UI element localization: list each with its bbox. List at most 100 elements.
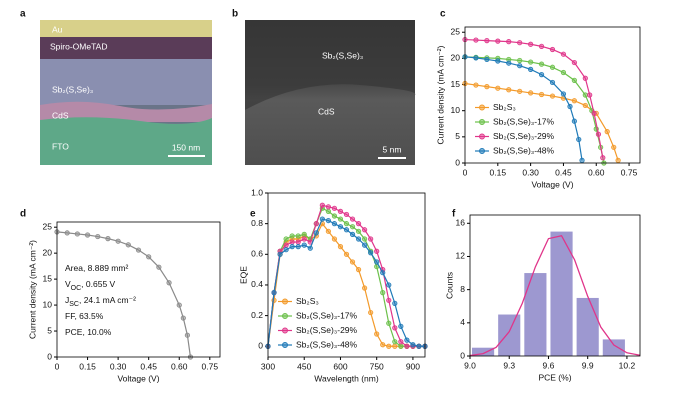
- layer-fto: [40, 117, 212, 165]
- x-tick-label: 0: [463, 167, 468, 177]
- bar: [498, 314, 521, 356]
- bar: [524, 273, 547, 356]
- y-tick-label: 0.6: [251, 249, 263, 259]
- x-tick-label: 0.45: [140, 361, 157, 371]
- y-tick-label: 0: [455, 157, 460, 167]
- x-tick-label: 450: [297, 361, 311, 371]
- annotation-run: FF, 63.5%: [65, 311, 104, 321]
- panel-label: b: [232, 9, 238, 20]
- point: [398, 323, 404, 329]
- point: [484, 37, 490, 44]
- point: [337, 224, 344, 230]
- point: [374, 259, 380, 265]
- scale-label: 5 nm: [383, 144, 402, 154]
- scale-label: 150 nm: [172, 142, 200, 152]
- point: [289, 244, 295, 250]
- panel-label: f: [452, 209, 456, 220]
- y-tick-label: 4: [460, 317, 465, 327]
- x-axis-label: Voltage (V): [531, 179, 573, 189]
- point: [495, 58, 501, 64]
- annotation-run: V: [65, 279, 71, 289]
- point: [571, 98, 577, 104]
- point: [374, 331, 380, 337]
- axes-frame: [267, 192, 426, 358]
- point: [289, 239, 295, 245]
- point: [604, 129, 610, 135]
- point: [386, 320, 392, 326]
- x-tick-label: 9.9: [582, 360, 594, 370]
- point: [295, 239, 301, 245]
- legend-marker: [479, 148, 485, 154]
- y-tick-label: 25: [43, 221, 53, 231]
- point: [560, 51, 567, 57]
- point: [410, 342, 416, 348]
- point: [392, 300, 398, 306]
- point: [325, 208, 331, 214]
- point: [337, 216, 344, 222]
- point: [84, 232, 91, 238]
- point: [528, 90, 534, 96]
- series-line: [464, 56, 605, 164]
- point: [349, 224, 356, 230]
- image-label: CdS: [318, 106, 335, 116]
- point: [331, 221, 338, 227]
- point: [538, 43, 545, 49]
- point: [538, 61, 545, 67]
- point: [337, 208, 344, 214]
- point: [283, 242, 289, 248]
- legend-label: Sb₂S₃: [493, 102, 516, 112]
- point: [176, 302, 182, 308]
- point: [386, 297, 392, 303]
- x-axis-label: Wavelength (nm): [314, 373, 379, 383]
- point: [337, 244, 344, 250]
- x-tick-label: 9.0: [464, 360, 476, 370]
- x-tick-label: 0.30: [522, 167, 539, 177]
- point: [362, 242, 368, 248]
- point: [506, 60, 512, 66]
- point: [349, 216, 356, 222]
- annotation-run: PCE, 10.0%: [65, 327, 112, 337]
- axes-frame: [56, 221, 221, 358]
- legend-marker: [282, 298, 288, 305]
- annotation: PCE, 10.0%: [65, 327, 112, 337]
- layer-cds: [40, 101, 212, 122]
- point: [125, 242, 131, 248]
- point: [506, 87, 512, 93]
- point: [528, 59, 534, 65]
- x-axis-label: PCE (%): [538, 372, 571, 382]
- point: [517, 63, 523, 69]
- point: [549, 64, 556, 70]
- point: [560, 69, 567, 76]
- point: [349, 259, 356, 265]
- axes-frame: [469, 214, 641, 357]
- point: [398, 339, 404, 345]
- point: [587, 92, 593, 98]
- y-tick-label: 15: [43, 273, 53, 283]
- series-line: [56, 231, 192, 358]
- point: [301, 236, 307, 242]
- y-tick-label: 20: [451, 53, 461, 63]
- y-tick-label: 10: [43, 299, 53, 309]
- annotation: VOC, 0.655 V: [65, 279, 116, 292]
- point: [538, 72, 545, 78]
- annotation-run: OC: [71, 285, 82, 292]
- point: [484, 84, 490, 90]
- legend-label: Sb₂(S,Se)₃-48%: [296, 339, 358, 349]
- point: [615, 157, 621, 163]
- panel-label: a: [20, 9, 26, 20]
- plot-area: [265, 202, 428, 349]
- point: [319, 216, 325, 222]
- point: [517, 40, 523, 46]
- bar: [602, 339, 625, 356]
- point: [283, 247, 289, 253]
- y-axis-label: Counts: [444, 272, 454, 299]
- series-line: [464, 38, 604, 158]
- y-tick-label: 0.8: [251, 218, 263, 228]
- point: [600, 155, 606, 161]
- x-tick-label: 300: [261, 361, 275, 371]
- layer-au: [40, 20, 212, 37]
- panel-label: d: [20, 209, 26, 220]
- legend-label: Sb₂(S,Se)₃-29%: [493, 131, 555, 141]
- legend-label: Sb₂(S,Se)₃-48%: [493, 145, 555, 155]
- point: [368, 236, 374, 242]
